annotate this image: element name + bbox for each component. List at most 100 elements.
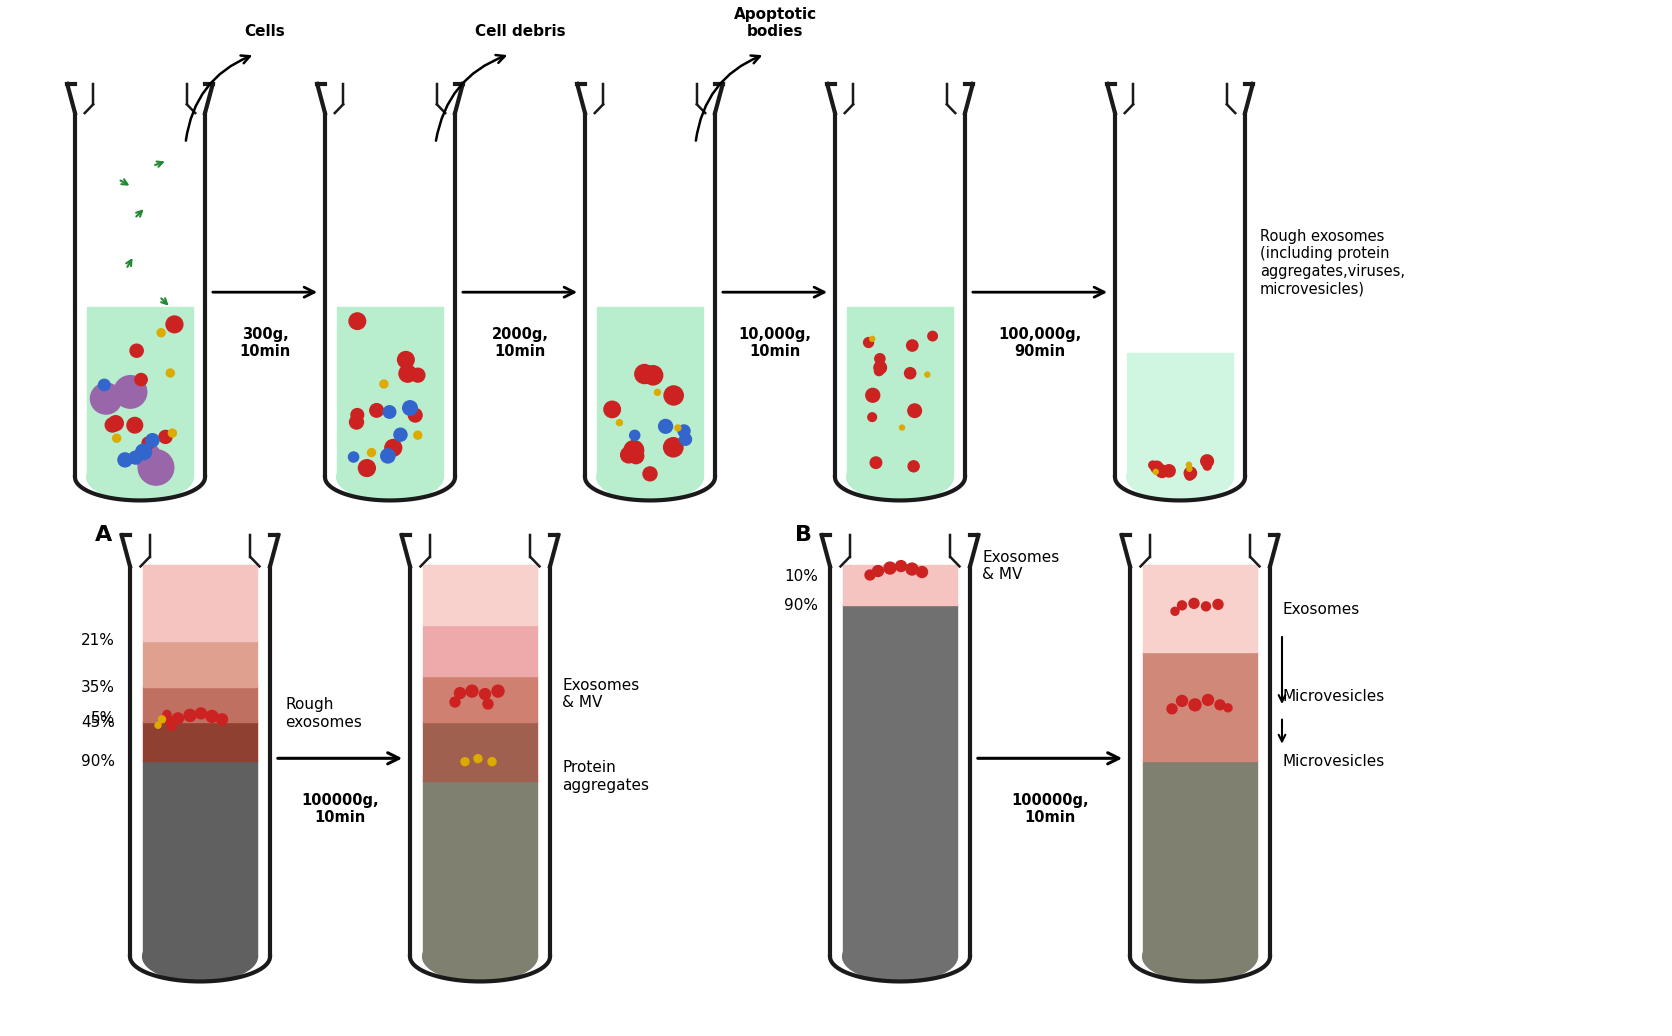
Bar: [1142, 652, 1257, 761]
Bar: [142, 760, 257, 956]
Bar: [843, 604, 958, 956]
Circle shape: [630, 430, 640, 440]
Circle shape: [1187, 462, 1192, 467]
Circle shape: [383, 406, 396, 419]
Ellipse shape: [1142, 931, 1257, 981]
Text: Exosomes
& MV: Exosomes & MV: [981, 550, 1060, 582]
Bar: [142, 639, 257, 687]
Circle shape: [1212, 600, 1222, 609]
Bar: [142, 566, 257, 640]
Circle shape: [874, 353, 884, 364]
Circle shape: [677, 425, 691, 437]
Circle shape: [664, 437, 682, 457]
Bar: [336, 307, 443, 478]
Circle shape: [159, 430, 172, 443]
Circle shape: [385, 439, 401, 456]
Circle shape: [349, 313, 366, 329]
Circle shape: [1177, 601, 1187, 610]
Circle shape: [368, 449, 376, 457]
Text: Exosomes: Exosomes: [1282, 602, 1359, 616]
Circle shape: [644, 366, 662, 385]
Ellipse shape: [87, 454, 194, 500]
Circle shape: [206, 711, 217, 722]
Ellipse shape: [142, 931, 257, 981]
Circle shape: [112, 434, 120, 442]
Circle shape: [1185, 471, 1194, 480]
Circle shape: [395, 428, 406, 441]
Circle shape: [129, 452, 142, 464]
Text: 90%: 90%: [80, 754, 115, 769]
Circle shape: [473, 754, 482, 762]
Circle shape: [604, 401, 620, 418]
Circle shape: [162, 711, 171, 718]
FancyArrowPatch shape: [186, 56, 249, 141]
Circle shape: [1155, 465, 1169, 478]
Text: Rough exosomes
(including protein
aggregates,viruses,
microvesicles): Rough exosomes (including protein aggreg…: [1261, 229, 1404, 296]
Text: Cell debris: Cell debris: [475, 24, 565, 39]
Circle shape: [184, 710, 196, 721]
Text: Microvesicles: Microvesicles: [1282, 754, 1384, 769]
Circle shape: [172, 713, 184, 724]
Circle shape: [908, 404, 921, 418]
Bar: [597, 307, 704, 478]
Circle shape: [869, 337, 874, 341]
Text: 2000g,
10min: 2000g, 10min: [492, 327, 548, 359]
Text: Microvesicles: Microvesicles: [1282, 689, 1384, 704]
Circle shape: [159, 716, 166, 723]
Circle shape: [905, 368, 916, 379]
Circle shape: [450, 697, 460, 707]
Circle shape: [884, 563, 896, 574]
FancyArrowPatch shape: [696, 56, 759, 141]
Circle shape: [925, 372, 930, 377]
Text: 100,000g,
90min: 100,000g, 90min: [998, 327, 1082, 359]
Circle shape: [119, 453, 132, 467]
Circle shape: [896, 560, 906, 572]
Circle shape: [400, 365, 416, 382]
Circle shape: [659, 420, 672, 433]
Ellipse shape: [1127, 454, 1234, 500]
Circle shape: [455, 688, 465, 698]
Circle shape: [664, 386, 684, 405]
Circle shape: [908, 461, 920, 471]
Circle shape: [1216, 700, 1226, 710]
Text: B: B: [794, 525, 813, 545]
Circle shape: [906, 564, 918, 575]
Circle shape: [1202, 602, 1211, 611]
Circle shape: [127, 418, 142, 433]
Circle shape: [408, 408, 421, 422]
Circle shape: [155, 722, 161, 728]
Circle shape: [1177, 695, 1187, 707]
Circle shape: [114, 376, 147, 408]
Circle shape: [166, 716, 176, 726]
Circle shape: [381, 449, 395, 463]
Circle shape: [1184, 467, 1197, 480]
Circle shape: [1189, 699, 1200, 711]
Text: 300g,
10min: 300g, 10min: [239, 327, 291, 359]
Circle shape: [99, 379, 110, 391]
Ellipse shape: [846, 454, 953, 500]
Circle shape: [1154, 469, 1159, 474]
Circle shape: [196, 708, 207, 719]
Circle shape: [135, 443, 161, 469]
Circle shape: [135, 374, 147, 385]
Circle shape: [928, 332, 938, 341]
Circle shape: [492, 685, 503, 697]
Text: 100000g,
10min: 100000g, 10min: [1012, 793, 1088, 826]
Circle shape: [635, 365, 654, 383]
Circle shape: [461, 757, 470, 766]
Circle shape: [900, 425, 905, 430]
Text: Exosomes
& MV: Exosomes & MV: [562, 678, 639, 711]
Bar: [843, 566, 958, 605]
Circle shape: [135, 444, 152, 460]
Circle shape: [488, 757, 497, 766]
Circle shape: [130, 344, 144, 357]
Circle shape: [1224, 703, 1232, 712]
Bar: [1142, 760, 1257, 956]
Text: 45%: 45%: [82, 715, 115, 730]
Text: Protein
aggregates: Protein aggregates: [562, 760, 649, 793]
Text: Apoptotic
bodies: Apoptotic bodies: [734, 7, 816, 39]
Circle shape: [167, 722, 176, 730]
Circle shape: [157, 328, 166, 337]
Circle shape: [109, 415, 124, 431]
Circle shape: [413, 431, 421, 439]
